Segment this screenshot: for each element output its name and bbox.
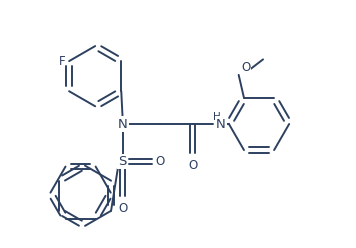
Text: O: O [188,159,197,172]
Text: O: O [118,201,127,215]
Text: N: N [216,118,226,130]
Text: H: H [213,112,221,122]
Text: O: O [156,155,165,168]
Text: S: S [119,155,127,168]
Text: O: O [241,61,250,74]
Text: F: F [59,55,66,68]
Text: N: N [118,118,127,130]
